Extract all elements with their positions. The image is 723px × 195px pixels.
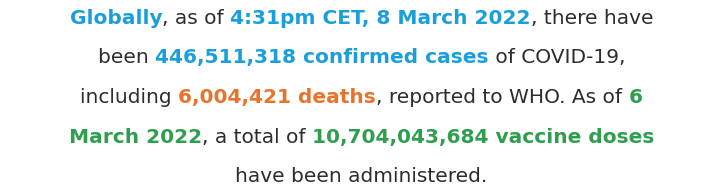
Text: , reported to WHO. As of: , reported to WHO. As of — [376, 88, 628, 107]
Text: 6,004,421 deaths: 6,004,421 deaths — [179, 88, 376, 107]
Text: 4:31pm CET, 8 March 2022: 4:31pm CET, 8 March 2022 — [231, 9, 531, 27]
Text: , a total of: , a total of — [202, 128, 312, 147]
Text: 10,704,043,684 vaccine doses: 10,704,043,684 vaccine doses — [312, 128, 654, 147]
Text: have been administered.: have been administered. — [236, 168, 487, 186]
Text: , as of: , as of — [162, 9, 231, 27]
Text: , there have: , there have — [531, 9, 654, 27]
Text: 6: 6 — [628, 88, 643, 107]
Text: March 2022: March 2022 — [69, 128, 202, 147]
Text: of COVID-19,: of COVID-19, — [489, 48, 625, 67]
Text: 446,511,318 confirmed cases: 446,511,318 confirmed cases — [155, 48, 489, 67]
Text: Globally: Globally — [69, 9, 162, 27]
Text: including: including — [80, 88, 179, 107]
Text: been: been — [98, 48, 155, 67]
